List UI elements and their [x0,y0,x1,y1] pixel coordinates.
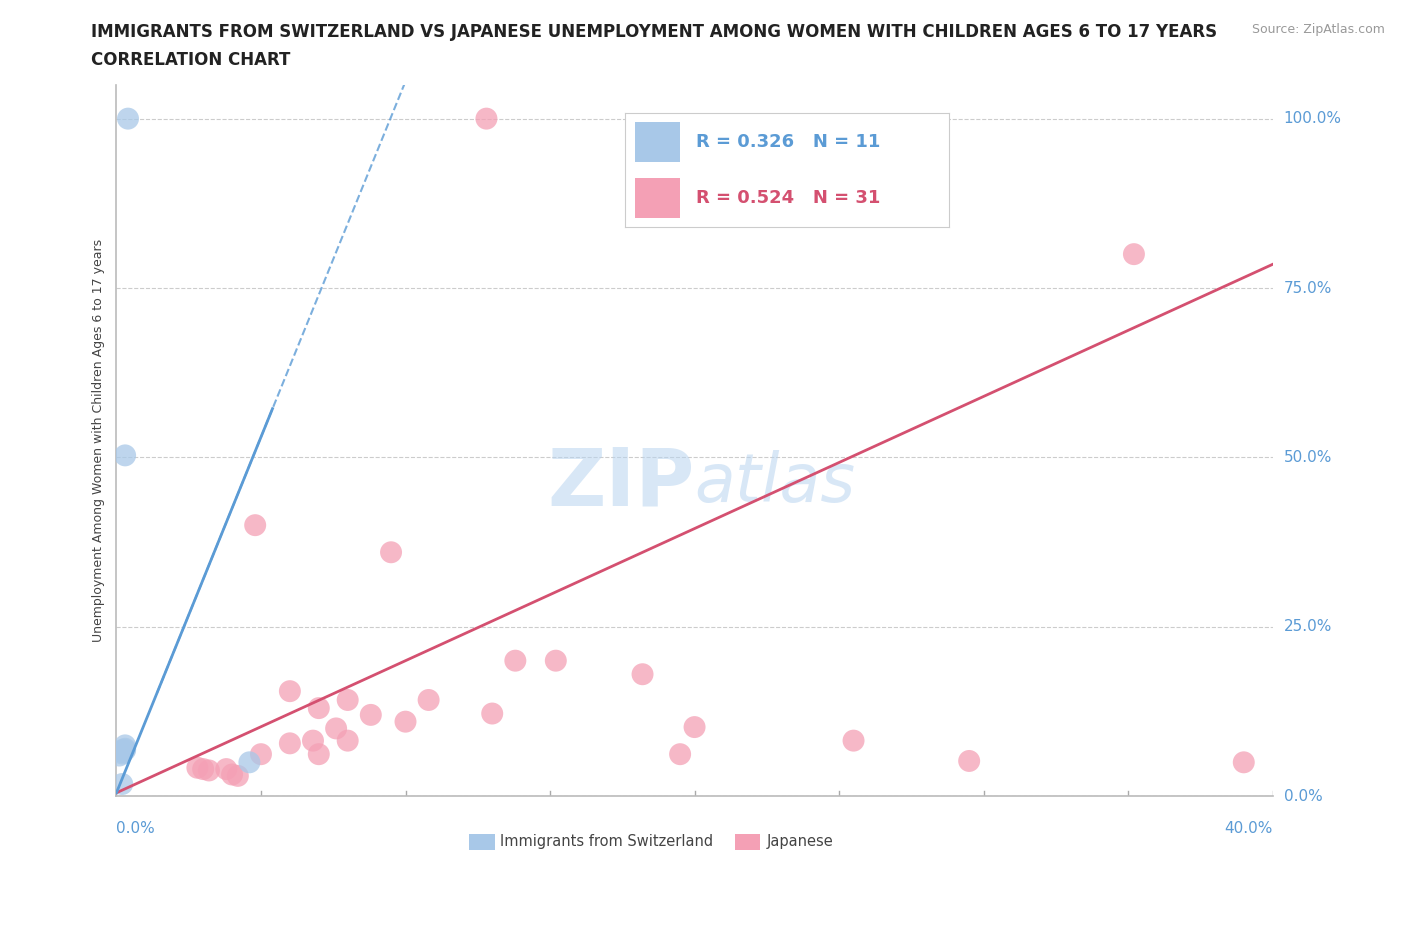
Point [336,733,359,748]
Point [186,761,208,776]
Point [475,112,498,126]
Point [1122,246,1144,261]
Point [394,714,416,729]
Point [380,545,402,560]
Y-axis label: Unemployment Among Women with Children Ages 6 to 17 years: Unemployment Among Women with Children A… [93,239,105,642]
Point [360,708,382,723]
Text: 50.0%: 50.0% [1284,450,1331,465]
Text: 40.0%: 40.0% [1225,821,1272,836]
Point [250,747,273,762]
FancyBboxPatch shape [735,834,761,849]
Point [325,721,347,736]
Point [505,653,527,668]
Text: Source: ZipAtlas.com: Source: ZipAtlas.com [1251,23,1385,36]
Point [111,746,134,761]
Text: ZIP: ZIP [547,445,695,522]
Point [111,777,134,791]
Text: Immigrants from Switzerland: Immigrants from Switzerland [501,834,713,849]
Point [308,747,330,762]
Point [198,763,221,777]
Point [114,737,136,752]
Point [631,667,654,682]
Point [842,733,865,748]
Point [544,653,567,668]
Point [226,768,249,783]
Text: 0.0%: 0.0% [117,821,155,836]
Text: 0.0%: 0.0% [1284,789,1323,804]
Text: CORRELATION CHART: CORRELATION CHART [91,51,291,69]
Point [308,700,330,715]
Point [278,736,301,751]
Point [957,753,980,768]
Point [418,693,440,708]
Text: Japanese: Japanese [766,834,832,849]
Point [278,684,301,698]
Point [111,745,134,760]
Point [117,112,139,126]
Point [191,762,214,777]
Point [114,448,136,463]
Point [302,733,325,748]
Text: 100.0%: 100.0% [1284,111,1341,126]
Text: IMMIGRANTS FROM SWITZERLAND VS JAPANESE UNEMPLOYMENT AMONG WOMEN WITH CHILDREN A: IMMIGRANTS FROM SWITZERLAND VS JAPANESE … [91,23,1218,41]
Text: atlas: atlas [695,450,856,516]
Point [215,762,238,777]
Point [114,743,136,758]
Point [114,741,136,756]
Text: 25.0%: 25.0% [1284,619,1331,634]
Point [238,755,260,770]
Point [683,720,706,735]
Point [108,748,131,763]
Point [245,518,267,533]
Point [221,767,243,782]
FancyBboxPatch shape [470,834,495,849]
Point [481,706,503,721]
Point [336,693,359,708]
Point [111,743,134,758]
Text: 75.0%: 75.0% [1284,281,1331,296]
Point [1233,755,1256,770]
Point [669,747,692,762]
